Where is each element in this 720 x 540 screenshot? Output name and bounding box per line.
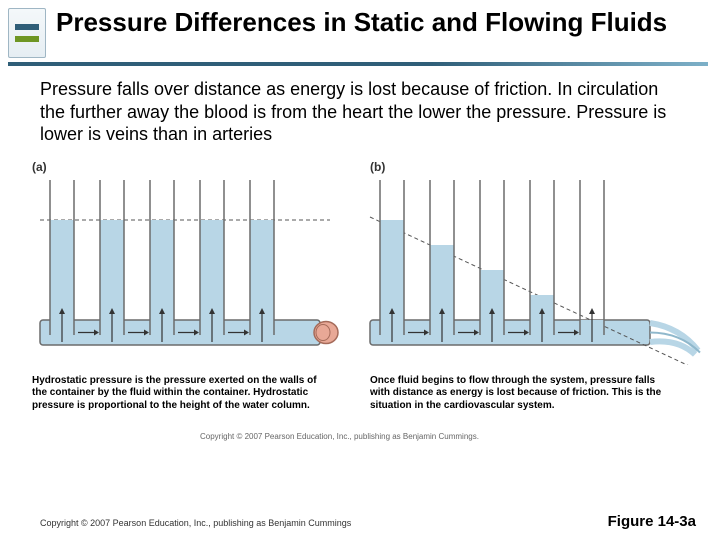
header: Pressure Differences in Static and Flowi… (0, 0, 720, 58)
body-paragraph: Pressure falls over distance as energy i… (0, 66, 720, 146)
diagram-b (360, 170, 710, 365)
image-copyright: Copyright © 2007 Pearson Education, Inc.… (200, 432, 479, 441)
figure-number: Figure 14-3a (608, 513, 696, 530)
diagram-a (30, 170, 350, 365)
caption-b: Once fluid begins to flow through the sy… (370, 375, 670, 413)
figure-area: (a) (b) Hydrostatic pressure is the pres… (0, 160, 720, 460)
caption-a: Hydrostatic pressure is the pressure exe… (32, 375, 332, 413)
page-title: Pressure Differences in Static and Flowi… (56, 8, 720, 38)
footer-copyright: Copyright © 2007 Pearson Education, Inc.… (40, 518, 351, 528)
logo-icon (8, 8, 46, 58)
